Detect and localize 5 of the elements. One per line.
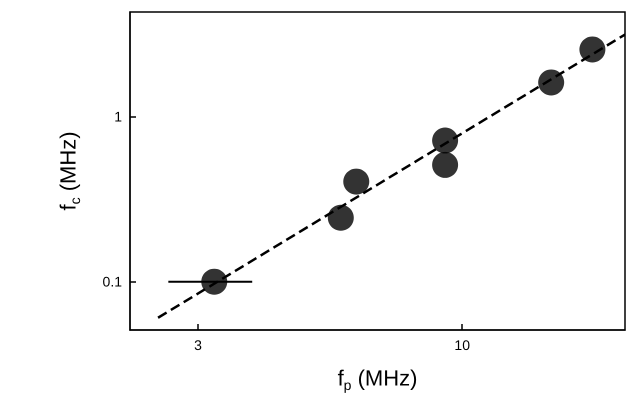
x-tick-label: 10 [454,337,470,353]
y-axis-title: fc (MHz) [56,131,83,211]
y-tick-label: 1 [114,108,122,125]
x-tick-label: 3 [194,337,202,353]
y-tick-label: 0.1 [102,274,122,290]
